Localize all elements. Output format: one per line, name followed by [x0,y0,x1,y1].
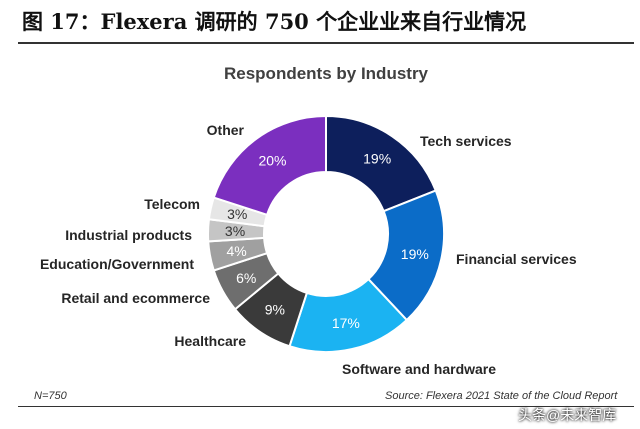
pct-label-other: 20% [258,152,286,168]
percentage-labels: 19% 19% 17% 9% 6% 4% 3%3% 20% [225,151,429,331]
source-note: Source: Flexera 2021 State of the Cloud … [385,390,618,402]
category-label-education-government: Education/Government [40,256,194,272]
category-label-industrial-products: Industrial products [65,227,192,243]
category-label-other: Other [207,122,245,138]
chart-title: Respondents by Industry [223,64,429,83]
category-label-telecom: Telecom [144,196,200,212]
pct-label-telecom: 3% [227,206,247,222]
pct-label-tech-services: 19% [363,151,391,167]
figure-title: 图 17：Flexera 调研的 750 个企业业来自行业情况 [22,9,527,34]
donut-slices [207,114,445,353]
pct-label-industrial-products: 3% [225,223,245,239]
category-label-healthcare: Healthcare [174,333,246,349]
category-label-financial-services: Financial services [456,251,577,267]
sample-size-note: N=750 [34,390,67,402]
category-label-retail-and-ecommerce: Retail and ecommerce [61,290,210,306]
pct-label-financial-services: 19% [401,246,429,262]
title-divider [18,42,634,44]
category-label-software-and-hardware: Software and hardware [342,361,496,377]
watermark: 头条@未来智库 [518,407,617,423]
category-label-tech-services: Tech services [420,133,512,149]
pct-label-software-and-hardware: 17% [332,315,360,331]
pct-label-healthcare: 9% [265,301,285,317]
category-labels: Tech services Financial services Software … [40,122,577,377]
pct-label-education-government: 4% [226,243,246,259]
slice-other [212,114,327,217]
pct-label-retail-and-ecommerce: 6% [236,270,256,286]
bottom-divider [18,406,634,407]
